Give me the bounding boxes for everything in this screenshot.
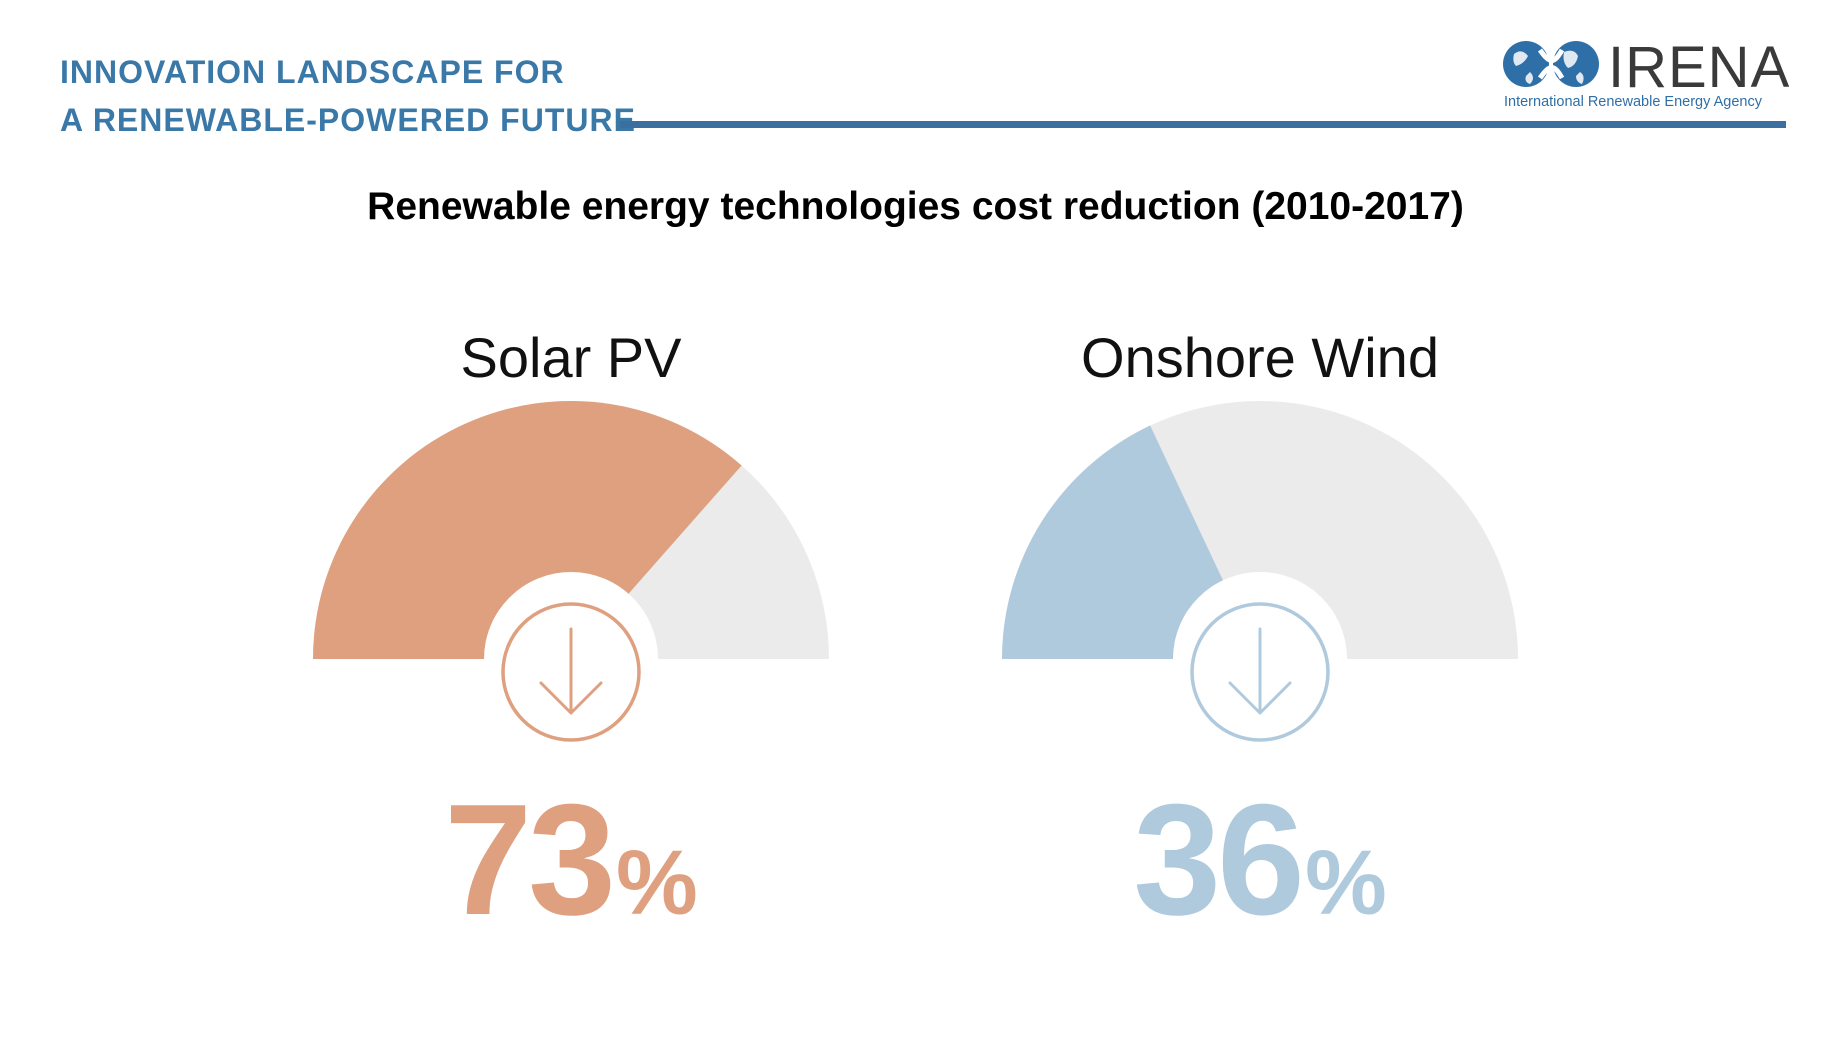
header-title-line2: A RENEWABLE-POWERED FUTURE [60,102,636,138]
arrow-ring-onshore-wind [1190,602,1330,742]
gauge-value-solar-pv: 73% [271,770,871,951]
value-number: 73 [444,772,616,948]
logo-subtitle: International Renewable Energy Agency [1504,94,1762,110]
chart-title: Renewable energy technologies cost reduc… [367,185,1464,228]
arrow-ring-solar-pv [501,602,641,742]
arrow-down-icon [539,627,603,715]
gauge-fill-solar-pv [313,400,742,659]
header-title: INNOVATION LANDSCAPE FOR A RENEWABLE-POW… [60,48,636,144]
percent-sign: % [615,832,698,934]
header-title-line1: INNOVATION LANDSCAPE FOR [60,54,565,90]
arrow-down-icon [1228,627,1292,715]
gauge-label-solar-pv: Solar PV [460,326,682,389]
gauge-label-onshore-wind: Onshore Wind [1081,326,1439,389]
logo-wordmark: IRENA [1608,35,1791,100]
percent-sign: % [1304,832,1387,934]
irena-logo: IRENA International Renewable Energy Age… [1500,35,1791,118]
globe-infinity-icon [1503,41,1599,87]
value-number: 36 [1133,772,1305,948]
gauge-value-onshore-wind: 36% [960,770,1560,951]
header-rule [620,121,1786,128]
